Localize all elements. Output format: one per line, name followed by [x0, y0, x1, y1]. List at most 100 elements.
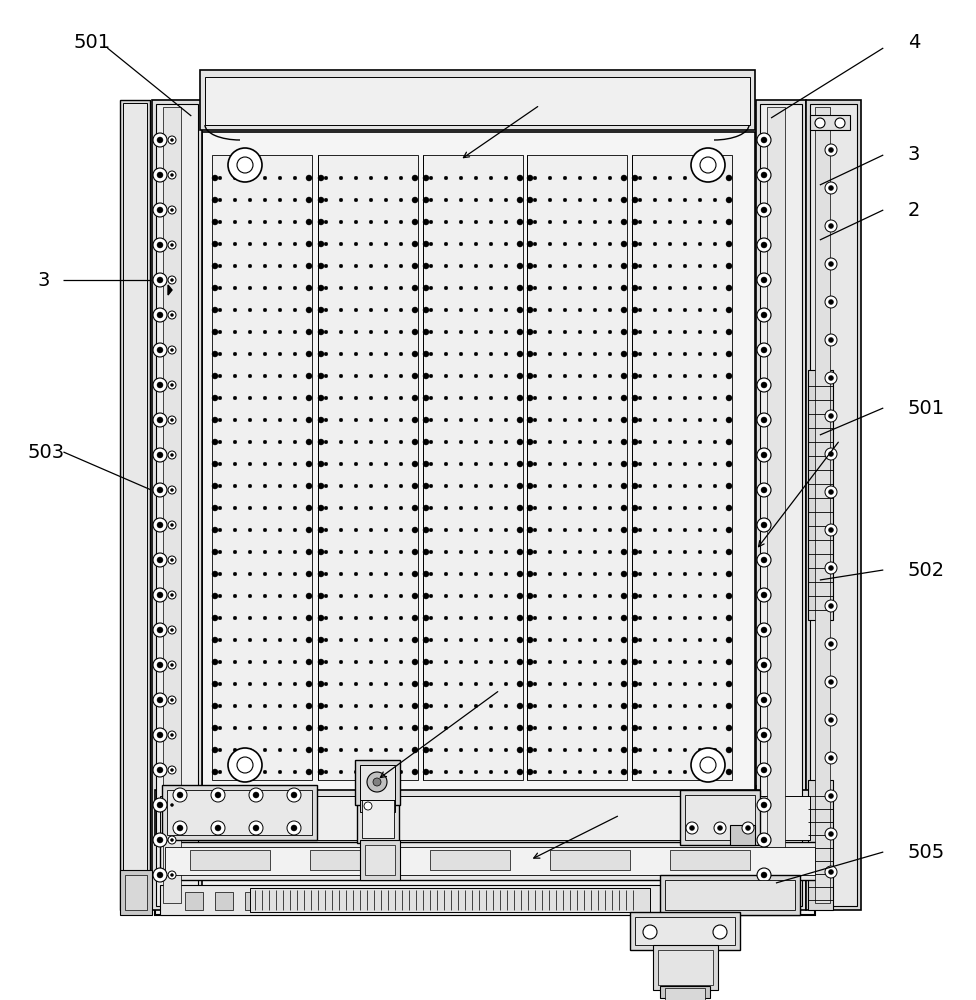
- Circle shape: [429, 572, 432, 576]
- Circle shape: [212, 659, 218, 665]
- Circle shape: [474, 770, 478, 774]
- Circle shape: [212, 505, 218, 511]
- Circle shape: [669, 550, 671, 554]
- Circle shape: [761, 522, 767, 528]
- Circle shape: [233, 594, 237, 598]
- Circle shape: [318, 329, 324, 335]
- Circle shape: [563, 462, 567, 466]
- Circle shape: [278, 594, 282, 598]
- Circle shape: [621, 197, 627, 203]
- Circle shape: [608, 198, 612, 202]
- Circle shape: [354, 616, 358, 620]
- Circle shape: [517, 329, 523, 335]
- Circle shape: [578, 616, 582, 620]
- Circle shape: [761, 417, 767, 423]
- Circle shape: [489, 264, 493, 268]
- Circle shape: [306, 681, 312, 687]
- Circle shape: [429, 396, 432, 400]
- Circle shape: [278, 506, 282, 510]
- Circle shape: [517, 197, 523, 203]
- Circle shape: [621, 725, 627, 731]
- Circle shape: [399, 264, 403, 268]
- Circle shape: [318, 505, 324, 511]
- Bar: [660, 986, 710, 998]
- Circle shape: [608, 264, 612, 268]
- Circle shape: [412, 681, 418, 687]
- Circle shape: [608, 418, 612, 422]
- Circle shape: [533, 440, 537, 444]
- Circle shape: [517, 351, 523, 357]
- Circle shape: [412, 285, 418, 291]
- Circle shape: [505, 330, 508, 334]
- Circle shape: [563, 242, 567, 246]
- Circle shape: [423, 285, 429, 291]
- Circle shape: [459, 682, 463, 686]
- Circle shape: [517, 175, 523, 181]
- Circle shape: [412, 593, 418, 599]
- Circle shape: [248, 220, 252, 224]
- Circle shape: [757, 168, 771, 182]
- Circle shape: [153, 728, 167, 742]
- Circle shape: [429, 638, 432, 642]
- Circle shape: [578, 308, 582, 312]
- Circle shape: [527, 681, 533, 687]
- Circle shape: [621, 637, 627, 643]
- Circle shape: [219, 418, 222, 422]
- Circle shape: [829, 794, 834, 798]
- Circle shape: [264, 374, 266, 378]
- Circle shape: [683, 748, 687, 752]
- Circle shape: [533, 176, 537, 180]
- Circle shape: [517, 219, 523, 225]
- Circle shape: [264, 528, 266, 532]
- Circle shape: [578, 440, 582, 444]
- Circle shape: [527, 263, 533, 269]
- Circle shape: [683, 330, 687, 334]
- Circle shape: [593, 198, 596, 202]
- Circle shape: [354, 462, 358, 466]
- Circle shape: [653, 528, 657, 532]
- Circle shape: [527, 219, 533, 225]
- Circle shape: [248, 704, 252, 708]
- Circle shape: [340, 198, 343, 202]
- Circle shape: [593, 594, 596, 598]
- Circle shape: [168, 206, 176, 214]
- Circle shape: [593, 638, 596, 642]
- Circle shape: [354, 396, 358, 400]
- Circle shape: [340, 594, 343, 598]
- Circle shape: [757, 133, 771, 147]
- Circle shape: [825, 372, 837, 384]
- Circle shape: [578, 528, 582, 532]
- Circle shape: [593, 462, 596, 466]
- Circle shape: [608, 396, 612, 400]
- Circle shape: [324, 528, 328, 532]
- Circle shape: [233, 396, 237, 400]
- Circle shape: [219, 440, 222, 444]
- Bar: [685, 795, 755, 840]
- Circle shape: [429, 440, 432, 444]
- Circle shape: [153, 343, 167, 357]
- Circle shape: [324, 748, 328, 752]
- Circle shape: [399, 726, 403, 730]
- Circle shape: [293, 308, 297, 312]
- Circle shape: [533, 462, 537, 466]
- Circle shape: [489, 242, 493, 246]
- Circle shape: [318, 285, 324, 291]
- Circle shape: [264, 308, 266, 312]
- Circle shape: [318, 395, 324, 401]
- Circle shape: [385, 352, 387, 356]
- Circle shape: [293, 506, 297, 510]
- Circle shape: [726, 351, 732, 357]
- Circle shape: [638, 616, 642, 620]
- Circle shape: [517, 483, 523, 489]
- Circle shape: [653, 286, 657, 290]
- Circle shape: [340, 220, 343, 224]
- Circle shape: [412, 307, 418, 313]
- Bar: [630, 912, 740, 950]
- Circle shape: [306, 769, 312, 775]
- Circle shape: [215, 825, 221, 831]
- Circle shape: [593, 330, 596, 334]
- Circle shape: [474, 528, 478, 532]
- Circle shape: [385, 418, 387, 422]
- Circle shape: [212, 373, 218, 379]
- Circle shape: [563, 770, 567, 774]
